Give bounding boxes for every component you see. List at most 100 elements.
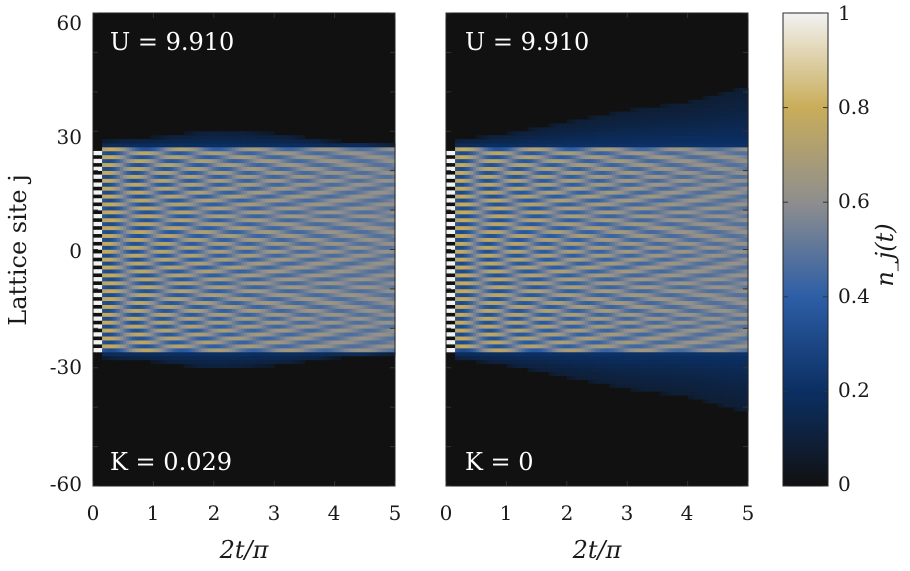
heat-cell [247,328,251,333]
heat-cell [268,355,272,361]
heat-cell [237,312,242,317]
heat-cell [129,284,133,290]
heat-cell [117,308,121,313]
heat-cell [189,245,194,250]
heat-cell [111,139,115,144]
heat-cell [271,300,275,305]
heat-cell [141,139,145,144]
heat-cell [231,158,236,164]
heat-cell [114,241,118,246]
heat-cell [150,174,154,179]
heat-cell [277,166,281,171]
heat-cell [256,288,260,294]
heat-cell [271,281,275,286]
heat-cell [259,351,263,357]
heat-cell [313,261,318,266]
heat-cell [201,245,206,250]
heat-cell [292,340,296,345]
heat-cell [162,245,167,250]
heat-cell [274,158,278,164]
heat-cell [253,261,257,266]
heat-cell [204,336,209,341]
heat-cell [292,214,296,219]
heat-cell [253,131,257,136]
heat-cell [259,186,263,191]
heat-cell [247,237,251,242]
heat-cell [283,198,287,203]
heat-cell [147,245,151,250]
heat-cell [228,257,233,262]
heat-cell [298,359,302,365]
heat-cell [298,257,302,262]
heat-cell [262,143,266,148]
heat-cell [334,340,339,345]
heat-cell [247,221,251,227]
heat-cell [189,206,194,211]
heat-cell [117,249,121,254]
heat-cell [283,174,287,179]
heat-cell [147,249,151,254]
heat-cell [225,166,230,171]
heat-cell [180,273,185,278]
heat-cell [114,174,118,179]
heat-cell [337,355,342,361]
heat-cell [307,170,312,175]
heat-cell [250,170,254,175]
heat-cell [295,206,299,211]
heat-cell [123,206,127,211]
heat-cell [325,304,330,309]
heat-cell [102,269,106,274]
heat-cell [183,355,188,361]
heat-cell [213,139,218,144]
heat-cell [114,332,118,337]
heat-cell [108,245,112,250]
heat-cell [313,273,318,278]
heat-cell [310,257,315,262]
heat-cell [210,150,215,156]
heat-cell [210,206,215,211]
heat-cell [274,186,278,191]
heat-cell [286,186,290,191]
heat-cell [225,277,230,282]
heat-cell [313,292,318,298]
heat-cell [307,340,312,345]
heat-cell [174,147,179,152]
heat-cell [123,150,127,156]
heat-cell [177,158,182,164]
heat-cell [265,225,269,231]
heat-cell [198,143,203,148]
heat-cell [234,304,239,309]
heat-cell [256,257,260,262]
heat-cell [322,198,327,203]
heat-cell [156,229,161,235]
heat-cell [271,273,275,278]
heat-cell [111,324,115,329]
heat-cell [225,332,230,337]
heat-cell [162,186,167,191]
heat-cell [126,269,130,274]
heat-cell [322,150,327,156]
heat-cell [96,348,100,353]
heat-cell [280,202,284,207]
heat-cell [219,166,224,171]
heat-cell [343,162,348,168]
heat-cell [343,265,348,270]
heat-cell [132,355,136,361]
heat-cell [120,154,124,160]
heat-cell [313,182,318,187]
heat-cell [93,332,97,337]
heat-cell [141,332,145,337]
heat-cell [259,131,263,136]
heat-cell [114,190,118,195]
heat-cell [114,237,118,242]
heat-cell [292,288,296,294]
heat-cell [231,241,236,246]
heat-cell [186,320,191,325]
heat-cell [219,178,224,183]
heat-cell [219,206,224,211]
heat-cell [280,210,284,215]
heat-cell [213,241,218,246]
heat-cell [328,139,333,144]
heat-cell [129,237,133,242]
heat-cell [352,194,357,199]
